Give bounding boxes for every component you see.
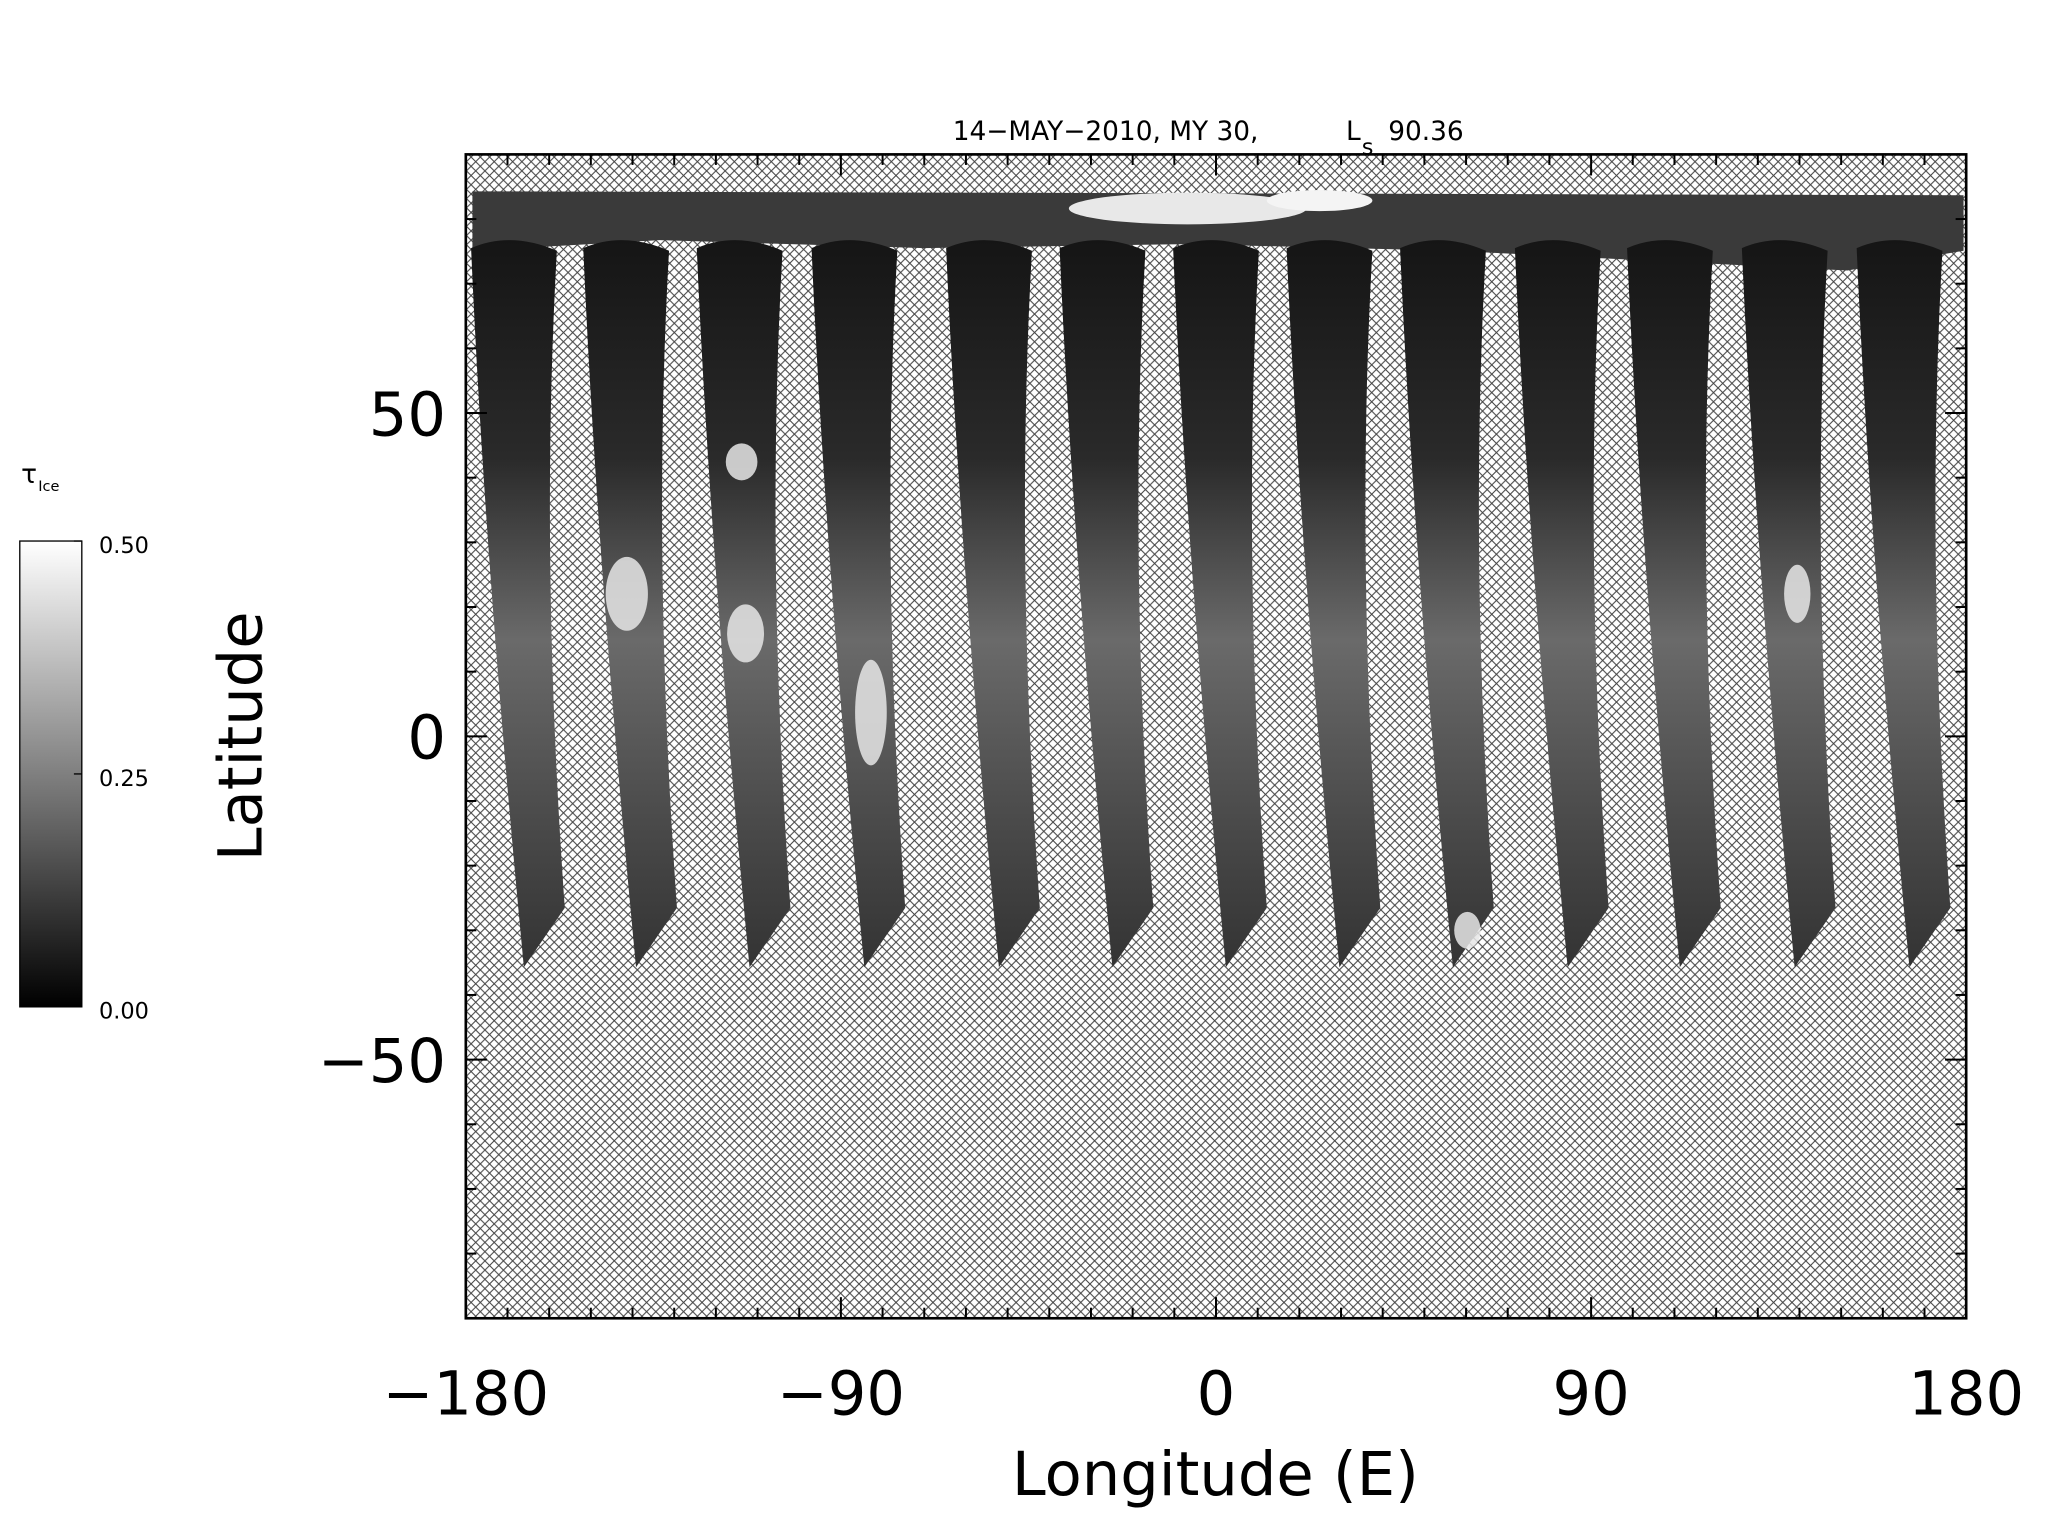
polar-bright xyxy=(1266,190,1373,212)
swath xyxy=(811,240,906,968)
swath xyxy=(1856,240,1951,968)
swath xyxy=(1627,240,1721,968)
bright-cloud xyxy=(727,604,765,663)
swaths xyxy=(471,190,1964,968)
y-axis-label: Latitude xyxy=(206,611,276,861)
x-tick-label: −180 xyxy=(382,1360,549,1430)
colorbar-tick-label: 0.50 xyxy=(99,533,149,559)
x-tick-label: 90 xyxy=(1552,1360,1629,1430)
y-tick-label: 50 xyxy=(369,380,446,450)
ls-value: 90.36 xyxy=(1388,117,1464,147)
swath xyxy=(1400,240,1494,968)
swath xyxy=(471,240,565,968)
swath xyxy=(696,240,791,968)
map xyxy=(464,153,1968,1320)
swath xyxy=(1059,240,1154,968)
swath xyxy=(1286,240,1381,968)
x-tick-label: 180 xyxy=(1908,1360,2024,1430)
x-axis-label: Longitude (E) xyxy=(1012,1440,1419,1510)
polar-bright xyxy=(1068,192,1307,225)
bright-cloud xyxy=(605,556,648,631)
chart-title: 14−MAY−2010, MY 30, xyxy=(953,117,1259,147)
x-tick-label: −90 xyxy=(777,1360,905,1430)
ls-subscript: s xyxy=(1362,134,1374,160)
bright-cloud xyxy=(725,443,758,481)
bright-cloud xyxy=(855,659,887,766)
y-tick-label: −50 xyxy=(318,1027,446,1097)
y-tick-label: 0 xyxy=(407,704,446,774)
colorbar-tick-label: 0.25 xyxy=(99,766,149,792)
swath xyxy=(1514,240,1609,968)
swath xyxy=(1173,240,1267,968)
colorbar-tick-label: 0.00 xyxy=(99,999,149,1025)
colorbar xyxy=(19,540,83,1008)
x-tick-label: 0 xyxy=(1197,1360,1236,1430)
colorbar-label-subscript: Ice xyxy=(38,479,59,495)
bright-cloud xyxy=(1784,564,1811,623)
swath xyxy=(946,240,1040,968)
ls-label: L xyxy=(1346,117,1361,147)
colorbar-label: τ xyxy=(21,460,37,490)
bright-cloud xyxy=(1454,911,1481,949)
